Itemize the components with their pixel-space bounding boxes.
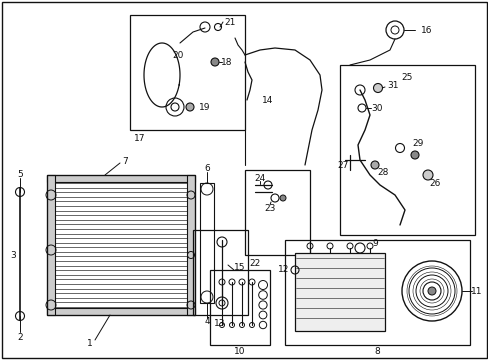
Text: 13: 13 [214, 319, 225, 328]
Text: 27: 27 [337, 161, 348, 170]
Text: 1: 1 [87, 339, 93, 348]
Circle shape [370, 161, 378, 169]
Circle shape [280, 195, 285, 201]
Text: 23: 23 [264, 203, 275, 212]
Text: 2: 2 [17, 333, 23, 342]
Text: 5: 5 [17, 170, 23, 179]
Bar [47, 175, 195, 315]
Circle shape [427, 287, 435, 295]
Text: 16: 16 [420, 26, 431, 35]
Text: 19: 19 [199, 103, 210, 112]
Text: 3: 3 [10, 251, 16, 260]
Text: 17: 17 [134, 134, 145, 143]
Text: 30: 30 [370, 104, 382, 112]
Text: 7: 7 [122, 157, 128, 166]
Circle shape [422, 170, 432, 180]
Text: 31: 31 [386, 81, 398, 90]
Bar [47, 308, 195, 315]
Circle shape [210, 58, 219, 66]
Text: 20: 20 [172, 50, 183, 59]
Text: 22: 22 [249, 258, 260, 267]
Text: 24: 24 [254, 174, 265, 183]
Text: 8: 8 [373, 346, 379, 356]
Text: 21: 21 [224, 18, 235, 27]
Bar [200, 183, 214, 303]
Circle shape [185, 103, 194, 111]
Text: 18: 18 [221, 58, 232, 67]
Circle shape [410, 151, 418, 159]
Text: 25: 25 [401, 73, 412, 82]
Bar [130, 15, 244, 130]
Text: 12: 12 [278, 266, 289, 275]
Bar [186, 175, 195, 315]
Circle shape [373, 84, 382, 93]
Text: 15: 15 [234, 264, 245, 273]
Text: 28: 28 [377, 167, 388, 176]
Text: 29: 29 [411, 139, 423, 148]
Text: 26: 26 [428, 179, 440, 188]
Text: 10: 10 [234, 347, 245, 356]
Bar [285, 240, 469, 345]
Bar [47, 175, 55, 315]
Bar [209, 270, 269, 345]
Bar [47, 175, 195, 182]
Text: 4: 4 [204, 318, 209, 327]
Bar [193, 230, 247, 315]
Bar [339, 65, 474, 235]
Text: 14: 14 [262, 95, 273, 104]
Text: 6: 6 [203, 163, 209, 172]
Bar [294, 253, 384, 331]
Text: 9: 9 [371, 239, 377, 248]
Bar [244, 170, 309, 255]
Text: 11: 11 [470, 287, 482, 296]
